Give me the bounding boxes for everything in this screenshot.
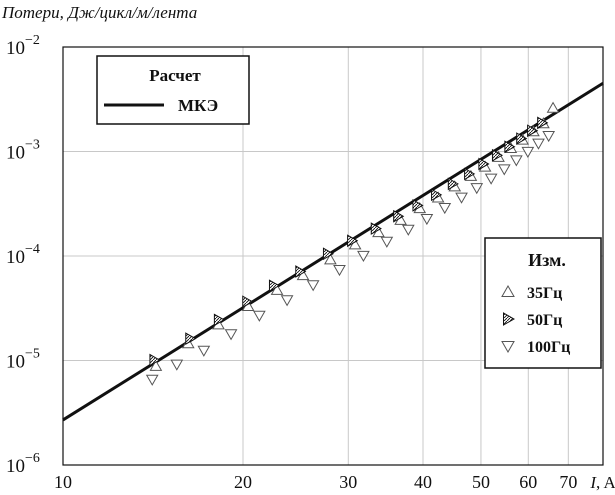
y-tick-label: 10−6 [6,451,40,477]
data-point-100Гц [420,213,434,226]
data-point-50Гц [268,279,281,293]
legend-calc-label: МКЭ [178,96,218,115]
data-point-50Гц [478,157,490,171]
data-point-100Гц [521,146,535,159]
data-point-100Гц [542,130,556,143]
data-point-50Гц [370,222,382,235]
data-point-50Гц [516,132,528,145]
data-point-50Гц [447,177,459,191]
legend-marker-35Гц [501,284,515,297]
y-tick-label: 10−2 [6,33,40,59]
data-point-50Гц [393,209,405,223]
data-point-50Гц [504,140,516,154]
x-tick-label: 50 [472,472,490,492]
legend-label-50Гц: 50Гц [527,312,562,329]
data-point-100Гц [357,250,370,263]
data-point-100Гц [401,224,415,236]
data-point-100Гц [509,155,523,167]
data-point-35Гц [324,253,337,265]
data-point-50Гц [431,188,443,202]
x-tick-label: 20 [234,472,252,492]
data-point-50Гц [527,124,539,138]
data-point-100Гц [145,374,159,386]
data-point-100Гц [252,310,266,322]
data-point-100Гц [532,138,545,150]
data-point-35Гц [270,283,284,295]
data-point-50Гц [322,247,335,261]
y-axis-title: Потери, Дж/цикл/м/лента [2,3,198,22]
data-point-100Гц [438,203,452,215]
data-point-100Гц [455,192,468,204]
data-point-50Гц [149,353,161,367]
x-tick-label: 40 [414,472,432,492]
data-point-100Гц [280,295,294,307]
data-point-50Гц [242,295,254,309]
data-point-50Гц [347,234,359,248]
data-point-35Гц [348,238,362,250]
data-point-100Гц [197,345,211,357]
data-point-35Гц [149,359,163,371]
y-tick-label: 10−3 [6,138,40,164]
data-point-100Гц [380,236,394,248]
data-point-100Гц [484,173,498,185]
data-point-50Гц [185,332,197,345]
x-tick-label: 10 [54,472,72,492]
series-layer [62,81,604,422]
data-point-50Гц [464,167,476,181]
x-tick-label: 60 [519,472,537,492]
data-point-50Гц [295,265,307,278]
legend-marker-50Гц [503,312,516,326]
y-tick-label: 10−5 [6,347,40,373]
data-point-100Гц [333,265,346,277]
data-point-100Гц [170,359,184,371]
data-point-50Гц [213,313,226,327]
legend-calc: Расчет МКЭ [96,55,250,125]
x-axis-title: I, A [589,473,615,492]
legend-calc-title: Расчет [149,66,201,85]
legend-measured-title: Изм. [528,250,566,270]
data-point-100Гц [306,280,320,292]
y-tick-label: 10−4 [6,242,40,268]
x-tick-label: 70 [559,472,577,492]
data-point-50Гц [491,148,504,162]
legend-measured: Изм. 35Гц 50Гц 100Гц [484,237,602,369]
plot-frame [62,46,604,466]
data-point-35Гц [546,101,560,113]
tick-labels: 10 20 30 40 50 60 70 10−6 10−5 10−4 10−3 10−2 [6,33,577,492]
data-point-50Гц [537,116,549,130]
data-point-100Гц [470,183,484,195]
legend-marker-100Гц [501,341,515,354]
data-point-100Гц [224,329,238,341]
data-point-100Гц [497,164,511,176]
x-tick-label: 30 [339,472,357,492]
data-point-50Гц [412,199,424,212]
legend-label-100Гц: 100Гц [527,339,570,356]
legend-label-35Гц: 35Гц [527,285,562,302]
